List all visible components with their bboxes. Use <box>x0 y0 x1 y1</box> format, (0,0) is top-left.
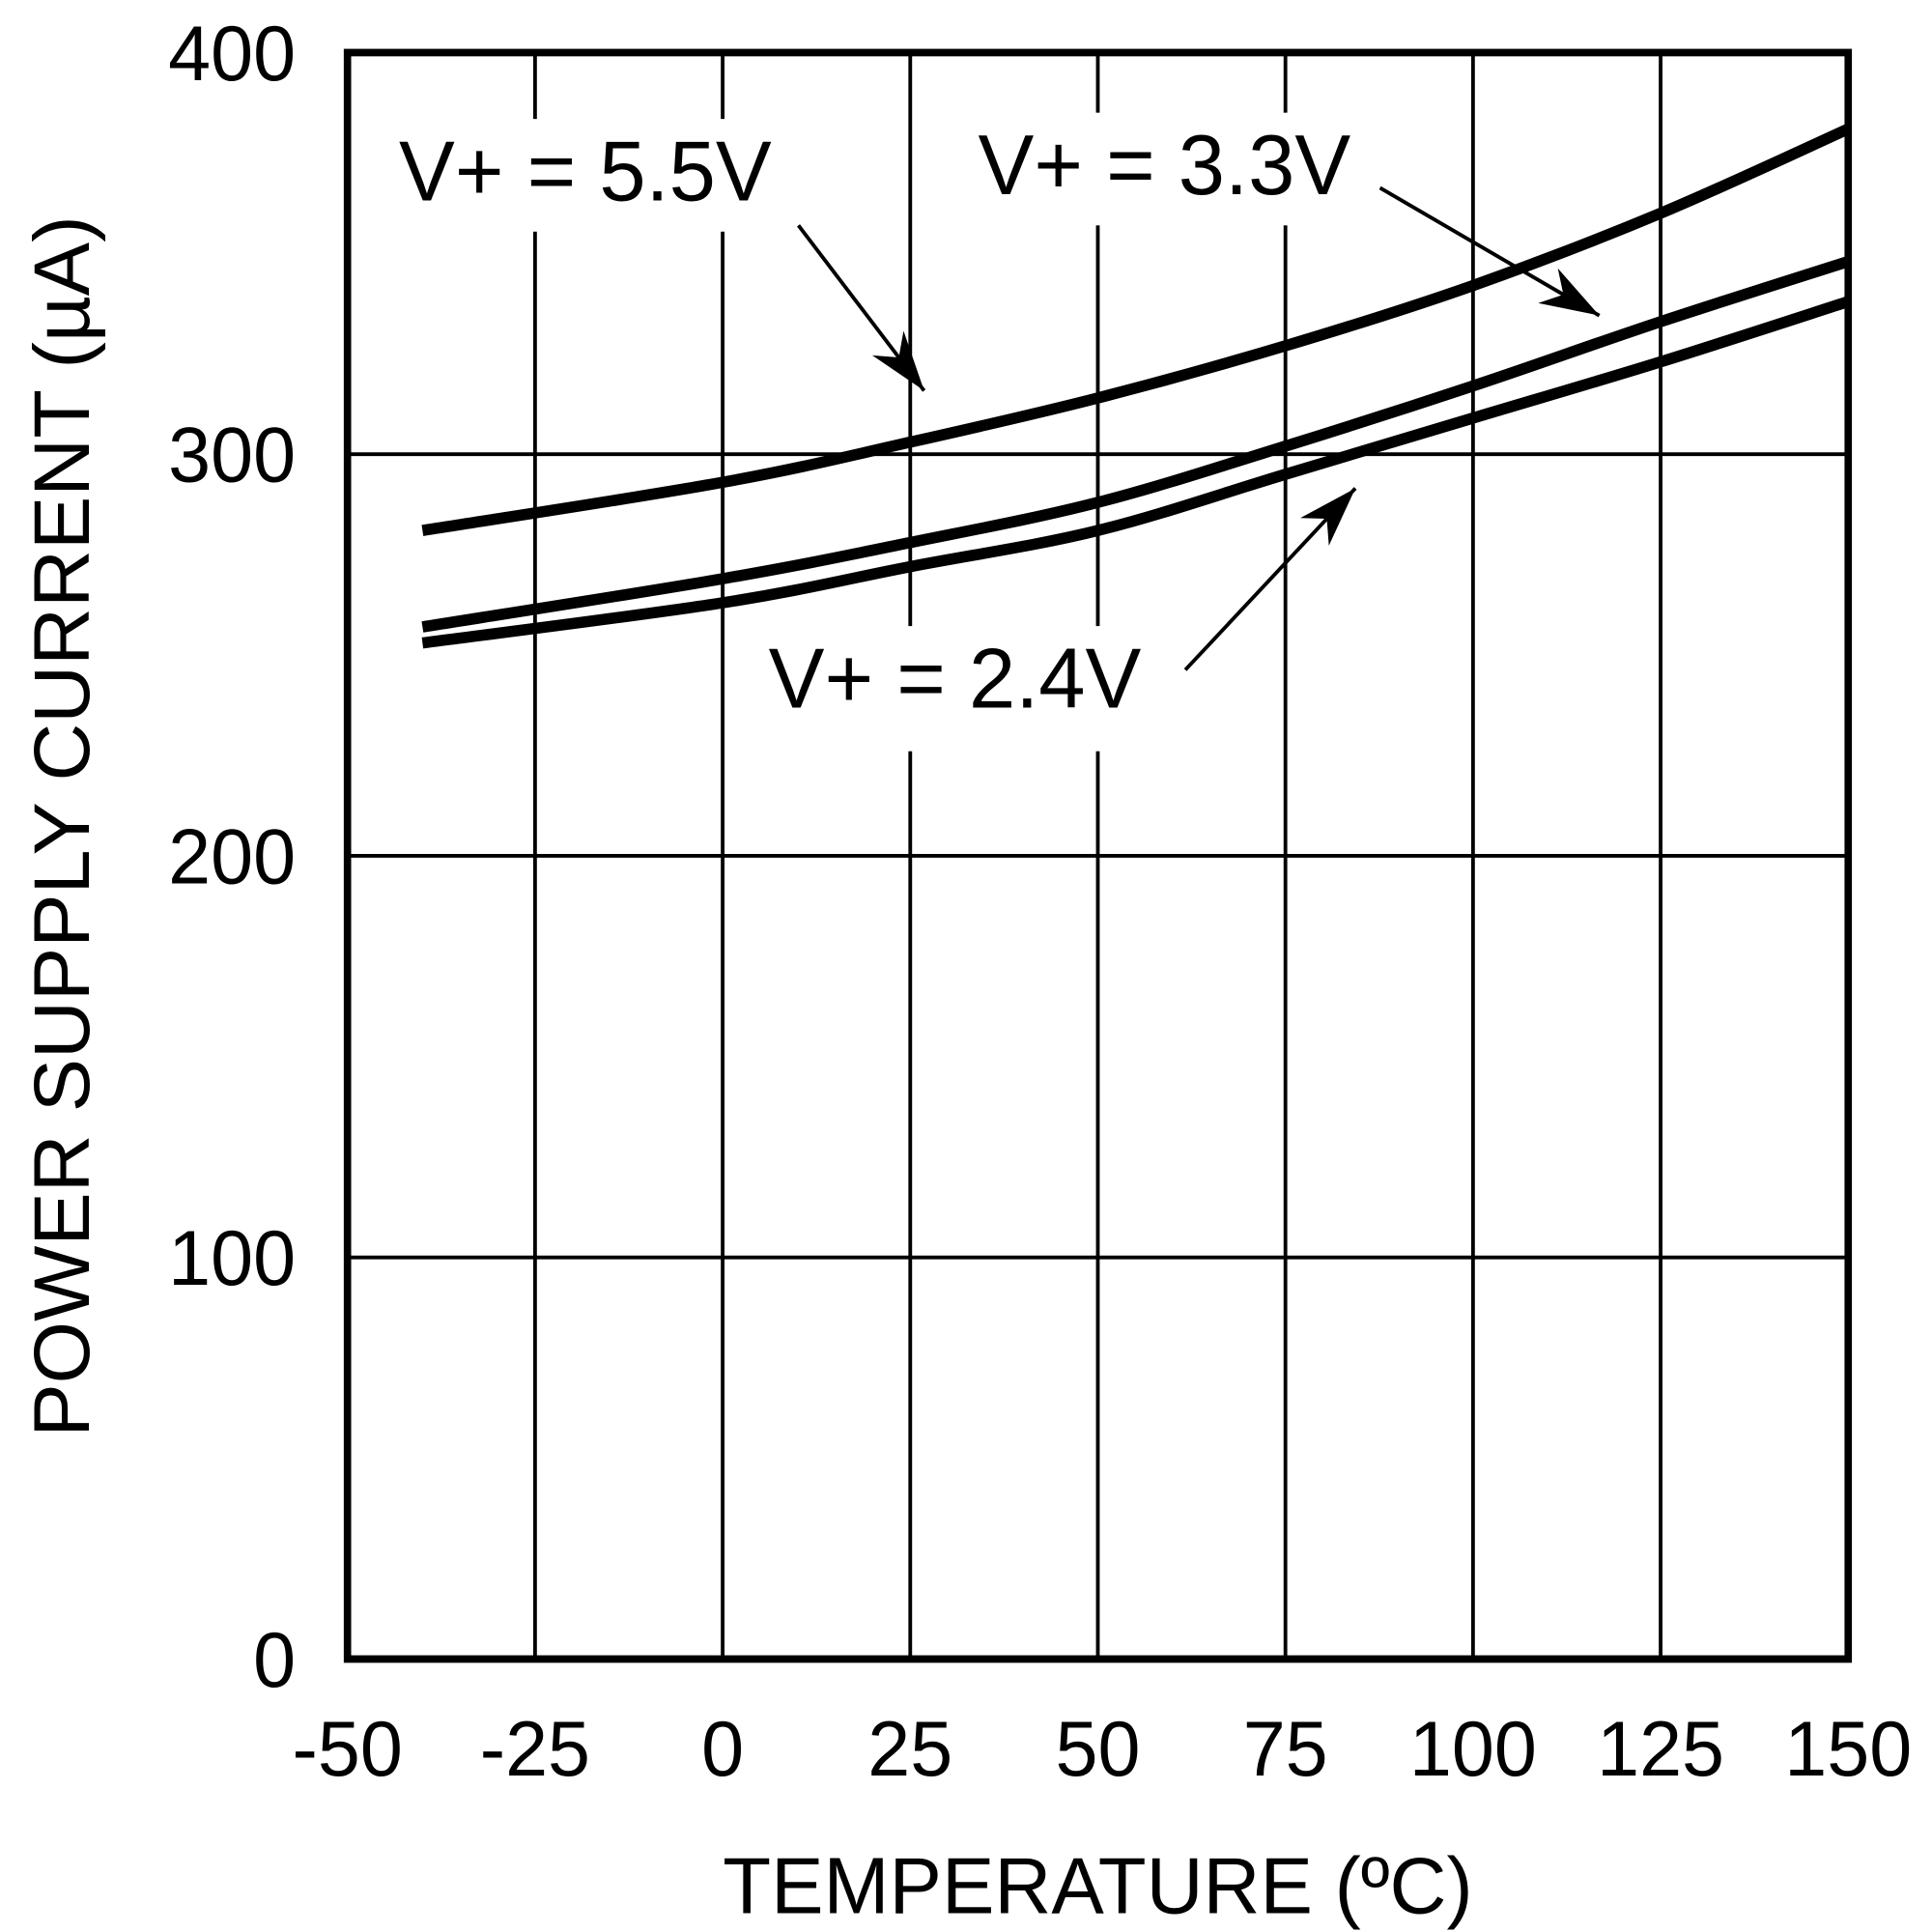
series-line-2 <box>421 296 1850 649</box>
label-background <box>963 112 1371 226</box>
y-tick-label: 300 <box>168 412 296 498</box>
y-axis-label: POWER SUPPLY CURRENT (µA) <box>18 215 105 1436</box>
x-tick-label: -25 <box>480 1705 590 1792</box>
y-tick-label: 0 <box>253 1616 296 1703</box>
series-label-2: V+ = 2.4V <box>769 631 1142 726</box>
x-tick-label: 100 <box>1409 1705 1537 1792</box>
y-tick-labels: 0 100 200 300 400 <box>168 10 296 1703</box>
arrowhead-icon <box>1538 268 1600 316</box>
x-tick-label: -50 <box>293 1705 403 1792</box>
x-tick-label: 150 <box>1784 1705 1912 1792</box>
grid <box>345 50 1851 1662</box>
x-tick-label: 75 <box>1243 1705 1328 1792</box>
arrowhead-icon <box>1300 488 1356 546</box>
label-background <box>384 119 791 232</box>
x-tick-label: 50 <box>1056 1705 1141 1792</box>
x-tick-label: 0 <box>701 1705 744 1792</box>
plot-frame <box>343 48 1853 1663</box>
series-line-0 <box>421 124 1851 536</box>
y-tick-label: 400 <box>168 10 296 97</box>
x-tick-labels: -50 -25 0 25 50 75 100 125 150 <box>293 1705 1913 1792</box>
x-tick-label: 125 <box>1597 1705 1724 1792</box>
y-tick-label: 200 <box>168 813 296 900</box>
annotations: V+ = 5.5V V+ = 3.3V V+ = 2.4V <box>384 112 1601 752</box>
x-axis-label: TEMPERATURE (ºC) <box>723 1842 1472 1931</box>
series-line-1 <box>421 256 1850 633</box>
curves <box>421 124 1851 649</box>
series-label-0: V+ = 5.5V <box>399 124 772 219</box>
series-label-1: V+ = 3.3V <box>978 117 1350 213</box>
x-tick-label: 25 <box>867 1705 952 1792</box>
label-background <box>745 626 1165 752</box>
annotation-arrow <box>1378 185 1601 318</box>
arrowhead-icon <box>872 330 924 391</box>
y-tick-label: 100 <box>168 1215 296 1302</box>
